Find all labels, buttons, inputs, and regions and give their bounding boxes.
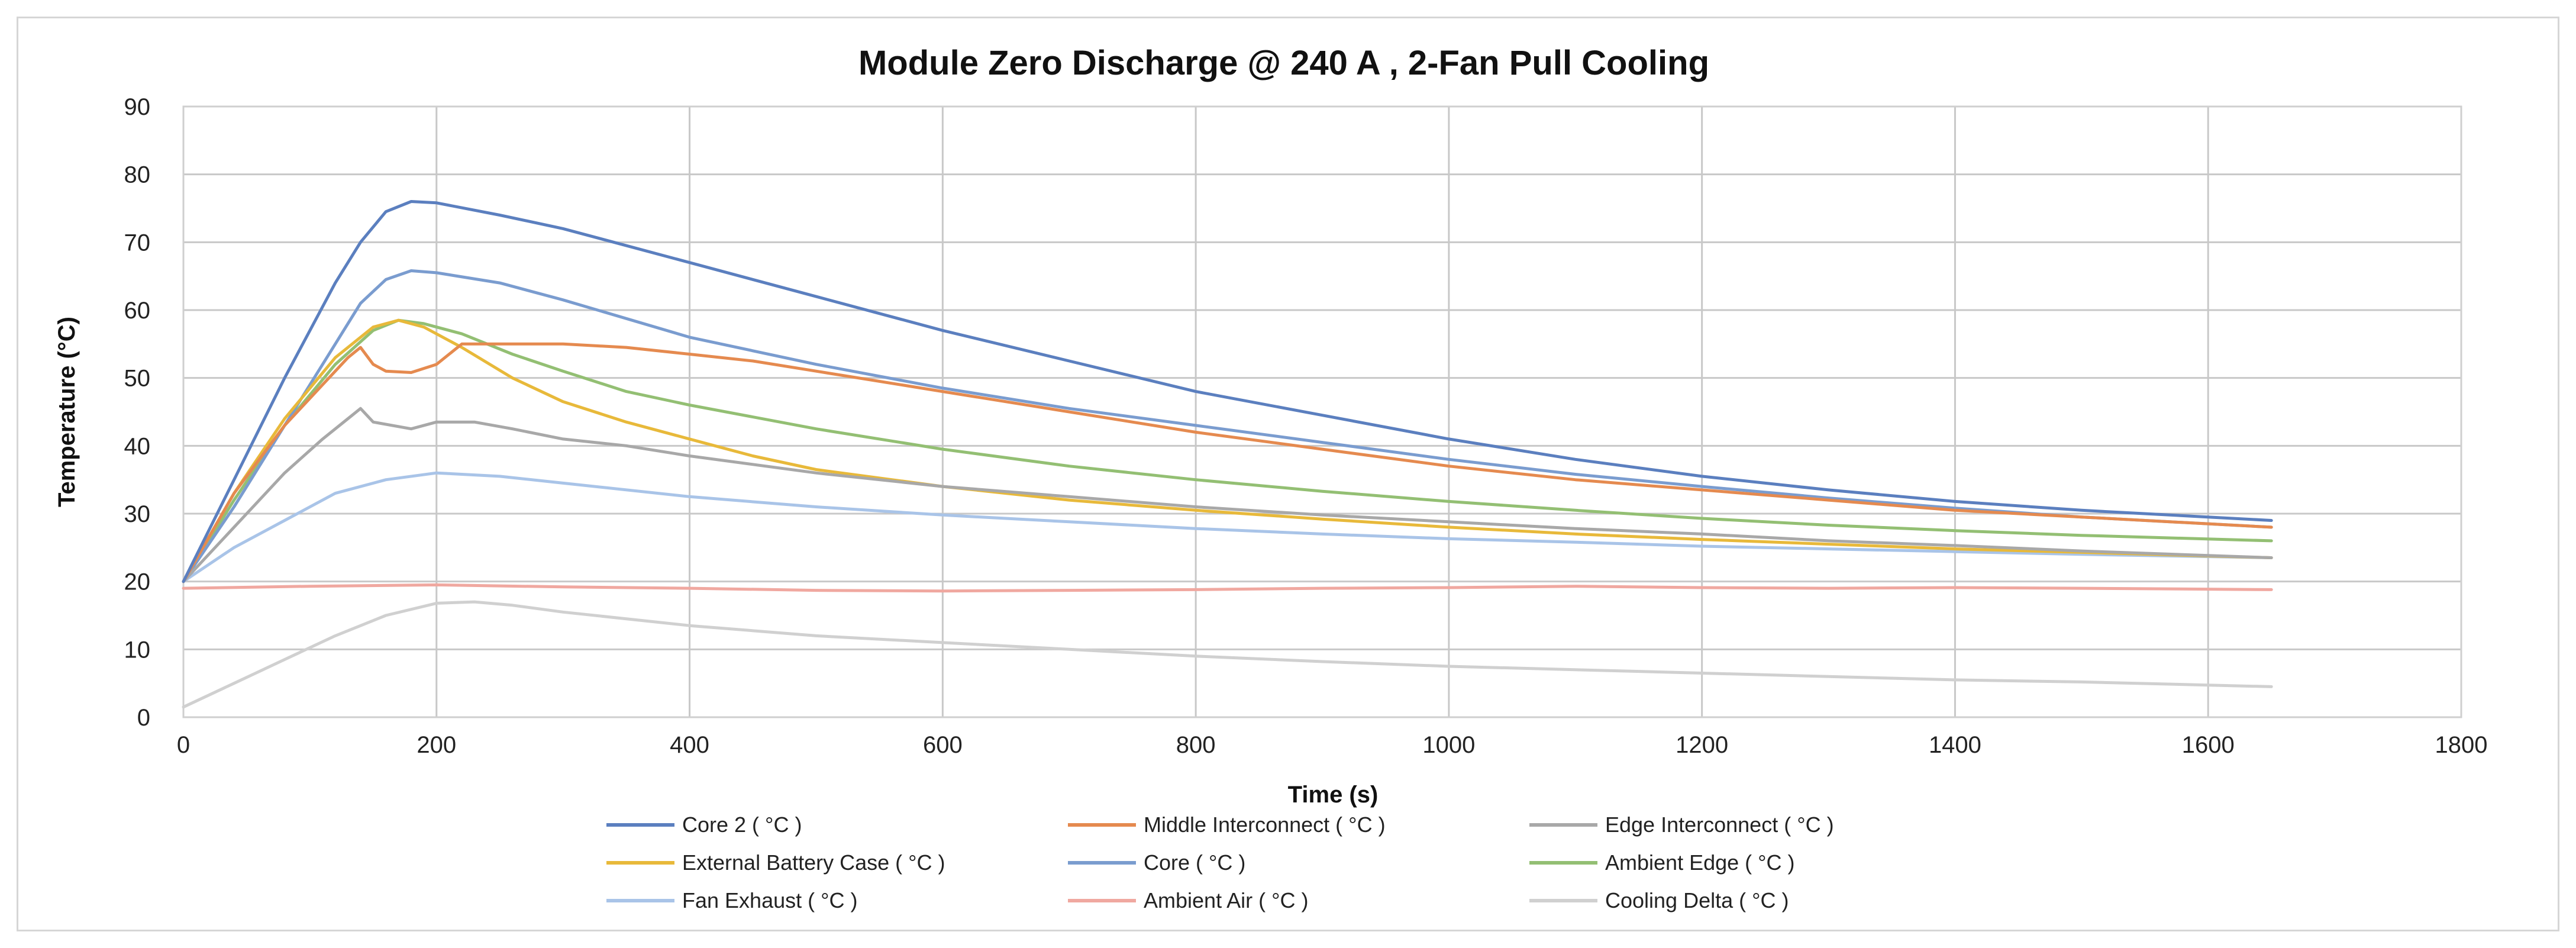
series-line — [182, 407, 2273, 583]
series-line — [182, 600, 2273, 709]
x-tick-label: 1000 — [1422, 732, 1475, 758]
y-tick-label: 90 — [124, 94, 151, 120]
legend-entry-label: Core ( °C ) — [1144, 850, 1245, 875]
legend: Core 2 ( °C ) Middle Interconnect ( °C ) E… — [606, 812, 1834, 912]
legend-entry-label: Core 2 ( °C ) — [682, 812, 802, 837]
x-axis-label: Time (s) — [1288, 782, 1379, 808]
x-tick-label: 400 — [670, 732, 709, 758]
plot-area-border — [182, 105, 2462, 718]
y-tick-label: 10 — [124, 637, 151, 663]
series-line — [182, 342, 2273, 583]
x-axis-ticks: 0 200 400 600 800 1000 1200 1400 1600 1800 — [177, 732, 2488, 758]
y-tick-label: 60 — [124, 298, 151, 324]
x-tick-label: 600 — [923, 732, 963, 758]
y-tick-label: 70 — [124, 230, 151, 256]
legend-entry-label: Cooling Delta ( °C ) — [1605, 888, 1789, 912]
y-tick-label: 40 — [124, 433, 151, 459]
chart-title: Module Zero Discharge @ 240 A , 2-Fan Pu… — [858, 44, 1709, 82]
series-lines — [182, 200, 2273, 709]
legend-entry-label: Ambient Edge ( °C ) — [1605, 850, 1795, 875]
y-axis-label: Temperature (°C) — [54, 317, 80, 507]
y-tick-label: 0 — [137, 705, 150, 731]
x-tick-label: 800 — [1176, 732, 1216, 758]
x-tick-label: 1800 — [2435, 732, 2488, 758]
legend-entry-label: Middle Interconnect ( °C ) — [1144, 812, 1386, 837]
y-axis-ticks: 0 10 20 30 40 50 60 70 80 90 — [124, 94, 151, 731]
grid — [182, 105, 2462, 718]
series-line — [182, 471, 2273, 583]
x-tick-label: 1400 — [1929, 732, 1981, 758]
y-tick-label: 50 — [124, 366, 151, 392]
y-tick-label: 80 — [124, 162, 151, 188]
legend-entry-label: External Battery Case ( °C ) — [682, 850, 945, 875]
legend-entry-label: Fan Exhaust ( °C ) — [682, 888, 858, 912]
legend-entry-label: Ambient Air ( °C ) — [1144, 888, 1308, 912]
series-line — [182, 318, 2273, 583]
series-line — [182, 318, 2273, 583]
series-line — [182, 583, 2273, 593]
x-tick-label: 1200 — [1676, 732, 1728, 758]
y-tick-label: 20 — [124, 569, 151, 595]
x-tick-label: 1600 — [2182, 732, 2235, 758]
series-line — [182, 269, 2273, 583]
legend-entry-label: Edge Interconnect ( °C ) — [1605, 812, 1834, 837]
series-line — [182, 200, 2273, 583]
x-tick-label: 0 — [177, 732, 190, 758]
x-tick-label: 200 — [417, 732, 456, 758]
y-tick-label: 30 — [124, 501, 151, 527]
